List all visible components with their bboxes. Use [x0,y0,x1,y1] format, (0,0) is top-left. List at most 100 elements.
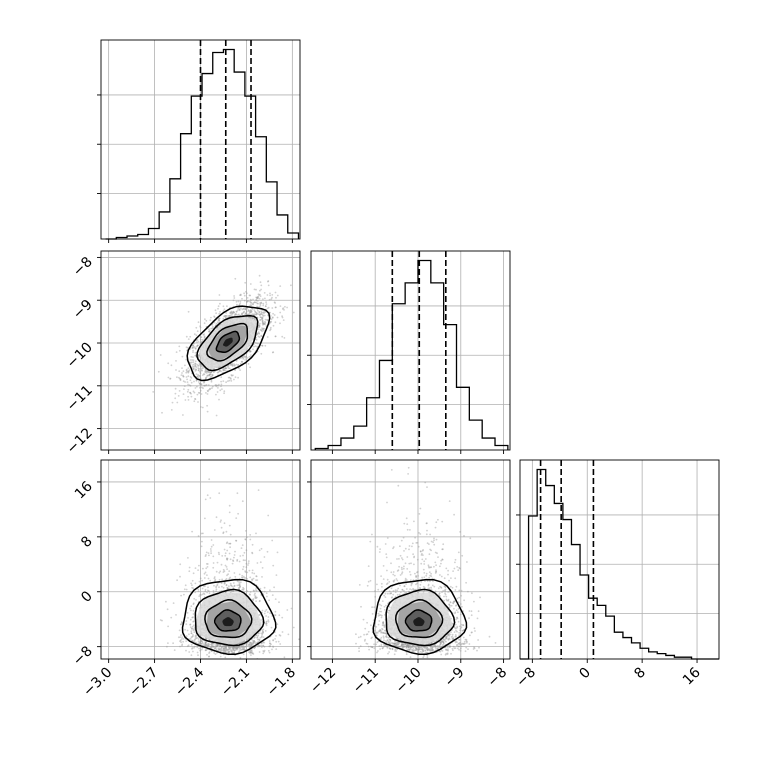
sample-point [249,316,252,318]
sample-point [210,643,213,646]
sample-point [213,647,216,650]
sample-point [225,315,228,317]
sample-point [236,645,239,648]
sample-point [181,636,184,638]
sample-point [243,649,245,651]
sample-point [261,320,264,322]
sample-point [244,355,247,358]
sample-point [216,643,219,646]
sample-point [269,645,271,648]
sample-point [235,310,238,313]
sample-point [265,624,268,627]
sample-point [261,567,264,569]
sample-point [215,385,218,388]
sample-point [226,648,229,651]
sample-point [260,329,263,332]
sample-point [274,610,277,613]
sample-point [218,312,221,315]
sample-point [227,649,230,652]
sample-point [254,642,257,645]
sample-point [228,315,231,317]
sample-point [198,370,201,373]
sample-point [258,645,261,648]
sample-point [258,600,261,603]
sample-point [233,363,236,365]
sample-point [275,635,277,637]
sample-point [199,649,202,652]
sample-point [169,378,172,380]
sample-point [197,642,200,645]
sample-point [211,385,214,388]
sample-point [249,298,252,301]
sample-point [237,300,240,303]
sample-point [191,579,194,582]
sample-point [228,645,231,648]
sample-point [197,375,199,377]
sample-point [186,378,189,381]
sample-point [222,647,225,649]
sample-point [261,344,264,347]
sample-point [229,582,232,585]
sample-point [201,365,203,368]
sample-point [205,372,208,374]
sample-point [218,492,221,495]
sample-point [179,575,181,578]
sample-point [238,646,241,648]
sample-point [207,577,210,580]
sample-point [255,311,258,314]
contour-line [206,322,249,362]
sample-point [200,532,203,535]
sample-point [244,281,247,284]
sample-point [274,321,277,324]
sample-point [249,300,251,303]
sample-point [183,588,186,591]
sample-point [194,369,197,372]
sample-point [241,356,244,359]
sample-point [257,644,260,647]
sample-point [212,555,215,558]
sample-point [261,317,263,320]
sample-point [258,336,261,338]
sample-point [267,620,270,623]
sample-point [223,651,226,653]
sample-point [187,338,190,340]
sample-point [194,362,197,365]
sample-point [203,384,206,387]
sample-point [267,619,270,621]
sample-point [219,648,221,651]
sample-point [202,567,204,570]
sample-point [226,305,228,308]
sample-point [205,641,208,643]
sample-point [211,642,213,645]
sample-point [181,621,183,623]
sample-point [222,317,225,320]
sample-point [203,380,206,383]
sample-point [226,649,228,652]
sample-point [229,377,232,379]
sample-point [252,298,254,301]
sample-point [187,310,190,313]
sample-point [190,628,193,630]
sample-point [180,374,183,376]
sample-point [212,371,215,374]
sample-point [281,315,283,318]
sample-point [200,642,203,645]
sample-point [179,563,182,566]
sample-point [264,321,267,324]
sample-point [228,585,230,588]
sample-point [157,370,160,373]
sample-point [263,292,266,294]
sample-point [259,613,261,616]
sample-point [215,322,218,325]
sample-point [263,641,266,644]
sample-point [196,375,198,378]
sample-point [472,648,475,650]
sample-point [247,309,250,311]
sample-point [238,573,241,576]
sample-point [194,398,196,400]
sample-point [213,321,216,324]
sample-point [232,590,234,592]
sample-point [192,356,194,358]
sample-point [231,585,234,588]
sample-point [166,608,169,611]
